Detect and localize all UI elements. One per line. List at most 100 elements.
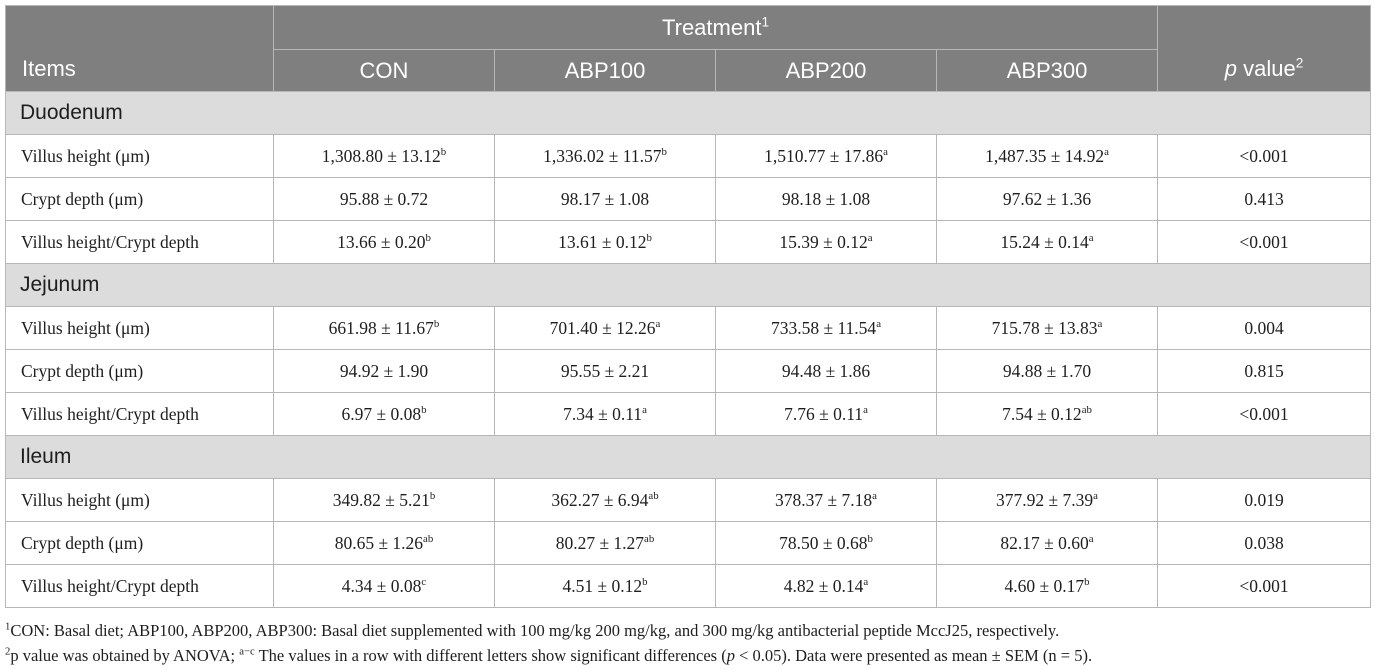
mean-sem-value: 94.48 ± 1.86 (781, 360, 871, 381)
value-cell: 4.51 ± 0.12b (494, 564, 716, 608)
item-label: Crypt depth (μm) (5, 349, 274, 393)
significance-letter: c (421, 575, 427, 588)
treatment-header-label: Treatment (662, 14, 762, 40)
mean-sem-value: 349.82 ± 5.21 (332, 489, 430, 510)
value-cell: 378.37 ± 7.18a (715, 478, 937, 522)
significance-letter: b (1084, 575, 1090, 588)
significance-letter: ab (648, 489, 659, 502)
mean-sem-value: 7.76 ± 0.11 (784, 403, 864, 424)
value-cell: 94.92 ± 1.90 (273, 349, 495, 393)
mean-sem-value: 80.27 ± 1.27 (555, 532, 645, 553)
mean-sem-value: 701.40 ± 12.26 (549, 317, 656, 338)
value-cell: 15.39 ± 0.12a (715, 220, 937, 264)
table-row: Crypt depth (μm) 94.92 ± 1.90 95.55 ± 2.21… (5, 349, 1372, 393)
significance-letter: b (429, 489, 436, 502)
section-label: Ileum (4, 435, 1372, 479)
mean-sem-value: 1,336.02 ± 11.57 (543, 145, 662, 166)
item-label: Crypt depth (μm) (5, 177, 274, 221)
significance-letter: a (1088, 231, 1094, 244)
value-cell: 97.62 ± 1.36 (935, 177, 1159, 221)
p-value-cell: <0.001 (1157, 564, 1372, 608)
footnote-1: 1CON: Basal diet; ABP100, ABP200, ABP300… (5, 618, 1370, 643)
group-header-abp300: ABP300 (935, 49, 1159, 92)
footnote-2-letter-marker: a−c (239, 645, 255, 658)
significance-letter: a (883, 145, 888, 158)
footnote-2-text-b: The values in a row with different lette… (254, 646, 727, 665)
value-cell: 15.24 ± 0.14a (935, 220, 1159, 264)
significance-letter: a (863, 403, 868, 416)
table-row: Villus height/Crypt depth 13.66 ± 0.20b 13… (5, 220, 1372, 264)
significance-letter: a (655, 317, 661, 330)
mean-sem-value: 7.34 ± 0.11 (563, 403, 643, 424)
value-cell: 4.82 ± 0.14a (715, 564, 937, 608)
mean-sem-value: 1,510.77 ± 17.86 (764, 145, 884, 166)
significance-letter: a (863, 575, 869, 588)
significance-letter: a (642, 403, 647, 416)
value-cell: 82.17 ± 0.60a (935, 521, 1159, 565)
value-cell: 98.18 ± 1.08 (715, 177, 937, 221)
significance-letter: b (661, 145, 667, 158)
significance-letter: a (867, 231, 873, 244)
p-value-cell: 0.004 (1157, 306, 1372, 350)
mean-sem-value: 95.88 ± 0.72 (339, 188, 429, 209)
group-header-abp200: ABP200 (715, 49, 937, 92)
mean-sem-value: 6.97 ± 0.08 (341, 403, 422, 424)
footnote-1-marker: 1 (5, 620, 11, 633)
value-cell: 80.27 ± 1.27ab (494, 521, 716, 565)
value-cell: 95.55 ± 2.21 (494, 349, 716, 393)
mean-sem-value: 661.98 ± 11.67 (328, 317, 434, 338)
mean-sem-value: 715.78 ± 13.83 (991, 317, 1098, 338)
value-cell: 4.60 ± 0.17b (935, 564, 1159, 608)
significance-letter: ab (423, 532, 434, 545)
p-value-cell: 0.038 (1157, 521, 1372, 565)
mean-sem-value: 78.50 ± 0.68 (779, 532, 868, 553)
value-cell: 80.65 ± 1.26ab (273, 521, 495, 565)
mean-sem-value: 15.24 ± 0.14 (1000, 231, 1089, 252)
value-cell: 701.40 ± 12.26a (494, 306, 716, 350)
value-cell: 1,510.77 ± 17.86a (715, 134, 937, 178)
group-header-con: CON (273, 49, 495, 92)
value-cell: 1,308.80 ± 13.12b (273, 134, 495, 178)
item-label: Villus height/Crypt depth (5, 220, 274, 264)
mean-sem-value: 98.18 ± 1.08 (781, 188, 871, 209)
mean-sem-value: 13.66 ± 0.20 (337, 231, 426, 252)
results-table-container: Items Treatment1 p value2 CON ABP100 ABP… (4, 5, 1372, 608)
value-cell: 661.98 ± 11.67b (273, 306, 495, 350)
footnote-2-marker: 2 (5, 645, 11, 658)
footnote-2-p-italic: p (726, 646, 735, 665)
value-cell: 95.88 ± 0.72 (273, 177, 495, 221)
pvalue-header-p: p (1224, 56, 1237, 81)
p-value-cell: 0.815 (1157, 349, 1372, 393)
p-value-cell: 0.019 (1157, 478, 1372, 522)
footnote-2-text-a: p value was obtained by ANOVA; (10, 646, 240, 665)
mean-sem-value: 82.17 ± 0.60 (1000, 532, 1089, 553)
value-cell: 13.66 ± 0.20b (273, 220, 495, 264)
mean-sem-value: 4.82 ± 0.14 (783, 575, 864, 596)
mean-sem-value: 4.60 ± 0.17 (1004, 575, 1085, 596)
table-header: Items Treatment1 p value2 CON ABP100 ABP… (5, 5, 1372, 92)
mean-sem-value: 15.39 ± 0.12 (779, 231, 868, 252)
section-label: Duodenum (4, 91, 1372, 135)
significance-letter: b (642, 575, 648, 588)
significance-letter: b (433, 317, 440, 330)
footnote-2: 2p value was obtained by ANOVA; a−c The … (5, 643, 1370, 668)
significance-letter: a (1088, 532, 1094, 545)
value-cell: 7.76 ± 0.11a (715, 392, 937, 436)
value-cell: 1,487.35 ± 14.92a (935, 134, 1159, 178)
p-value-cell: 0.413 (1157, 177, 1372, 221)
item-label: Villus height/Crypt depth (5, 392, 274, 436)
significance-letter: a (1104, 145, 1109, 158)
mean-sem-value: 7.54 ± 0.12 (1002, 403, 1082, 424)
group-header-abp100: ABP100 (494, 49, 716, 92)
intestinal-morphology-table: Items Treatment1 p value2 CON ABP100 ABP… (4, 5, 1372, 608)
significance-letter: b (421, 403, 427, 416)
section-row-jejunum: Jejunum (4, 263, 1372, 307)
value-cell: 98.17 ± 1.08 (494, 177, 716, 221)
significance-letter: ab (644, 532, 655, 545)
significance-letter: b (425, 231, 431, 244)
significance-letter: a (876, 317, 882, 330)
mean-sem-value: 94.92 ± 1.90 (339, 360, 429, 381)
mean-sem-value: 1,308.80 ± 13.12 (321, 145, 441, 166)
significance-letter: ab (1081, 403, 1092, 416)
mean-sem-value: 4.51 ± 0.12 (562, 575, 643, 596)
